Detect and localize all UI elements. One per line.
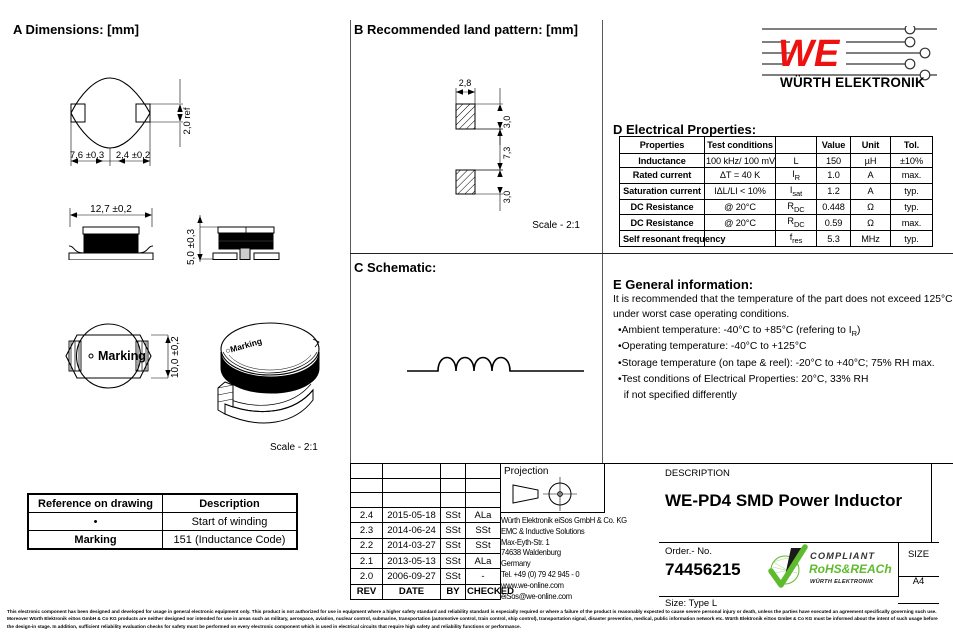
svg-text:WÜRTH ELEKTRONIK: WÜRTH ELEKTRONIK: [780, 75, 925, 90]
svg-text:RoHS&REACh: RoHS&REACh: [809, 562, 892, 576]
svg-text:WE: WE: [778, 33, 841, 75]
svg-text:COMPLIANT: COMPLIANT: [810, 551, 875, 561]
svg-text:WÜRTH ELEKTRONIK: WÜRTH ELEKTRONIK: [810, 578, 874, 585]
